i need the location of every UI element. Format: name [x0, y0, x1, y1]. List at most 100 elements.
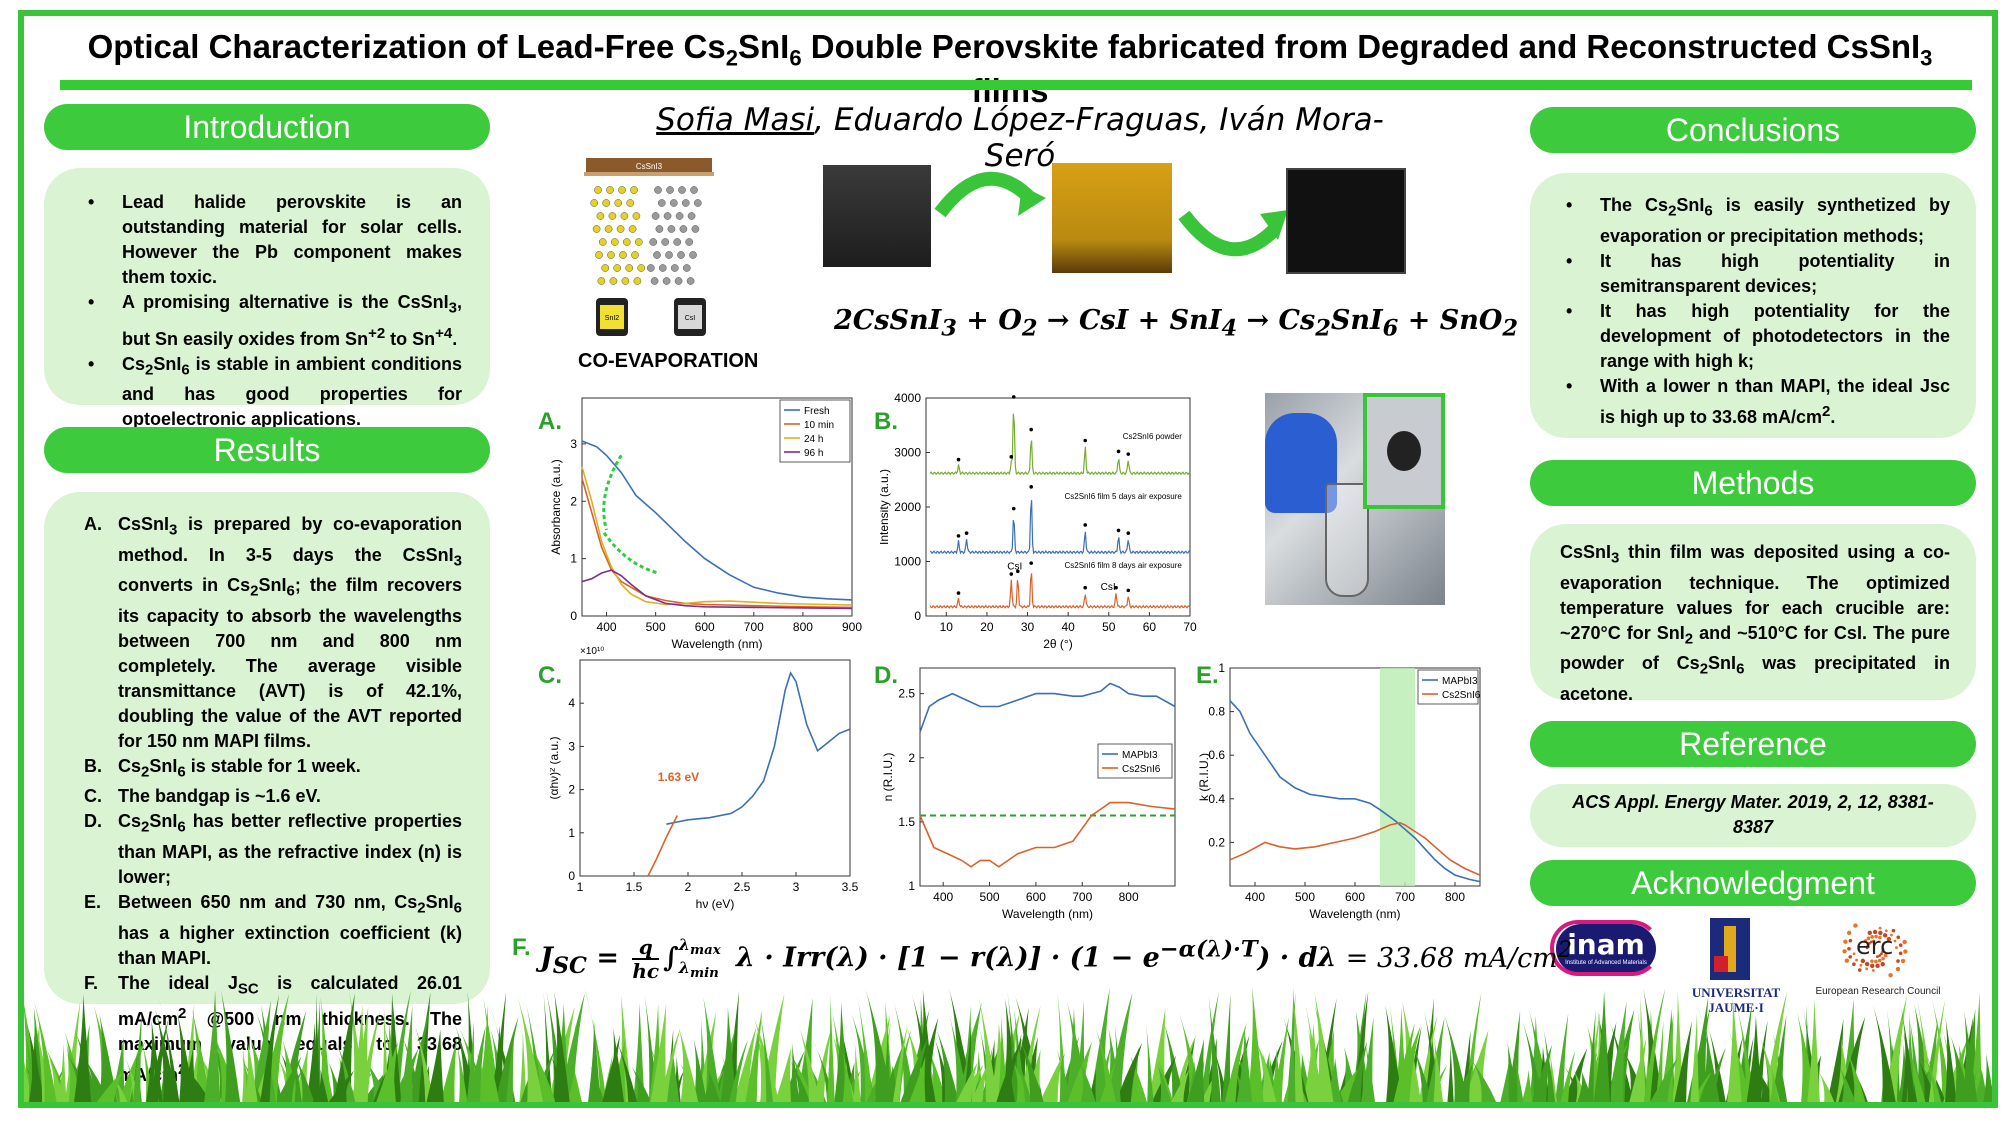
- concl-list-item: • It has high potentiality for the develo…: [1566, 300, 1950, 371]
- panel-label-e: E.: [1196, 662, 1219, 689]
- x-tick-label: 60: [1143, 620, 1157, 634]
- series-line: [647, 815, 678, 877]
- x-tick-label: 3.5: [842, 880, 859, 894]
- series-line: [1229, 700, 1481, 883]
- peak-marker: [964, 531, 969, 535]
- substrate-label: CsSnI3: [636, 162, 663, 171]
- degraded-film-photo: [1052, 163, 1172, 273]
- panel-label-c: C.: [538, 662, 562, 689]
- introduction-heading: Introduction: [44, 104, 490, 150]
- x-tick-label: 70: [1183, 620, 1197, 634]
- results-list-item: F. The ideal JSC is calculated 26.01 mA/c…: [84, 972, 462, 1086]
- x-tick-label: 400: [933, 890, 953, 904]
- introduction-list: • Lead halide perovskite is an outstandin…: [74, 190, 462, 432]
- sni2-crucible-label: SnI2: [605, 315, 620, 322]
- intro-list-item: • A promising alternative is the CsSnI3, …: [88, 292, 462, 349]
- peak-marker: [1114, 585, 1118, 590]
- results-heading: Results: [44, 427, 490, 473]
- peak-marker: [1126, 588, 1131, 593]
- x-tick-label: 500: [980, 890, 1000, 904]
- chart-b-xrd: 10 20 30 40 50 60 70 0 1000 2000 3000 4000 2θ (°) Int…: [880, 391, 1197, 651]
- chart-a-absorbance: 400 500 600 700 800 900 0 1 2 3 Wavelength (nm) Abs…: [550, 397, 862, 651]
- results-list-item: A. CsSnI3 is prepared by co-evaporation m…: [84, 514, 462, 751]
- x-tick-label: 800: [793, 620, 813, 634]
- x-tick-label: 20: [980, 620, 994, 634]
- y-tick-label: 1: [908, 879, 915, 893]
- methods-box: CsSnI3 thin film was deposited using a c…: [1530, 524, 1976, 704]
- pattern-annotation: Cs2SnI6 film 8 days air exposure: [1064, 561, 1182, 570]
- vial-inset: [1363, 393, 1445, 509]
- y-tick-label: 3: [570, 437, 577, 451]
- xrd-pattern: [929, 500, 1191, 555]
- presenting-author: Sofia Masi: [656, 102, 815, 138]
- reference-heading: Reference: [1530, 721, 1976, 767]
- x-axis-label: hν (eV): [696, 897, 735, 911]
- x-tick-label: 2: [685, 880, 692, 894]
- legend-entry: 96 h: [804, 448, 823, 459]
- peak-marker: [1009, 455, 1014, 459]
- concl-list-item: • With a lower n than MAPI, the ideal Jsc…: [1566, 375, 1950, 427]
- erc-logo-dots: [1842, 923, 1908, 978]
- peak-marker: [1126, 452, 1131, 456]
- erc-logo-text: erc: [1856, 932, 1894, 960]
- y-tick-label: 0.2: [1208, 835, 1225, 849]
- y-tick-label: 2: [570, 494, 577, 508]
- legend-entry: 24 h: [804, 434, 823, 445]
- results-list-item: C. The bandgap is ~1.6 eV.: [84, 786, 321, 807]
- x-tick-label: 900: [842, 620, 862, 634]
- y-tick-label: 0.4: [1208, 792, 1225, 806]
- xrd-pattern: [929, 573, 1191, 610]
- coauthors: , Eduardo López-Fraguas, Iván Mora-Seró: [814, 102, 1384, 174]
- inam-logo-ring: [1550, 920, 1660, 976]
- reconstructed-film-photo: [1286, 168, 1406, 274]
- y-axis-label: k (R.I.U.): [1198, 753, 1211, 801]
- erc-logo-subtext: European Research Council: [1815, 986, 1941, 997]
- legend-entry: Fresh: [804, 406, 830, 417]
- panel-label-a: A.: [538, 408, 562, 435]
- series-line: [919, 801, 1176, 868]
- csi-crucible-label: CsI: [685, 315, 696, 322]
- trend-arrow-1: [602, 454, 623, 531]
- reconstruction-arrow: [1178, 210, 1288, 257]
- peak-marker: [956, 534, 961, 538]
- chart-d-refractive-index: 400 500 600 700 800 1 1.5 2 2.5 Wavelength (nm) n …: [881, 667, 1176, 921]
- y-axis-label: n (R.I.U.): [881, 753, 895, 802]
- x-axis-label: Wavelength (nm): [1002, 907, 1093, 921]
- csi-annotation: CsI: [1007, 562, 1022, 573]
- jsc-equation: JSC = q hc ∫ λmax λmin λ · Irr(λ) · [1 − r(λ…: [540, 935, 1573, 984]
- chart-e-extinction: 400 500 600 700 800 0.2 0.4 0.6 0.8 1 Wavelength (…: [1198, 661, 1481, 921]
- peak-marker: [1029, 427, 1033, 432]
- x-tick-label: 10: [940, 620, 954, 634]
- legend-entry: Cs2SnI6: [1122, 764, 1161, 775]
- x-tick-label: 800: [1119, 890, 1139, 904]
- introduction-box: • Lead halide perovskite is an outstandin…: [44, 168, 490, 429]
- x-tick-label: 700: [1395, 890, 1415, 904]
- panel-label-f: F.: [512, 934, 531, 961]
- x-tick-label: 500: [646, 620, 666, 634]
- x-tick-label: 600: [1345, 890, 1365, 904]
- y-tick-label: 0: [570, 609, 577, 623]
- conclusions-heading: Conclusions: [1530, 107, 1976, 153]
- results-list-item: B. Cs2SnI6 is stable for 1 week.: [84, 755, 361, 781]
- substrate-holder: [586, 158, 712, 172]
- reference-box: ACS Appl. Energy Mater. 2019, 2, 12, 838…: [1530, 784, 1976, 847]
- csi-annotation: CsI: [1101, 582, 1116, 593]
- results-list: A. CsSnI3 is prepared by co-evaporation m…: [70, 512, 462, 1088]
- y-scale-label: ×10¹⁰: [580, 646, 604, 657]
- x-tick-label: 400: [1245, 890, 1265, 904]
- pattern-annotation: Cs2SnI6 film 5 days air exposure: [1064, 492, 1182, 501]
- xrd-pattern: [929, 413, 1191, 476]
- x-tick-label: 500: [1295, 890, 1315, 904]
- conclusions-box: • The Cs2SnI6 is easily synthetized by ev…: [1530, 173, 1976, 438]
- legend-box: [1417, 669, 1479, 705]
- x-tick-label: 3: [793, 880, 800, 894]
- y-tick-label: 1: [1218, 661, 1225, 675]
- reference-text: ACS Appl. Energy Mater. 2019, 2, 12, 838…: [1572, 792, 1934, 837]
- trend-arrow-2: [602, 531, 659, 575]
- coevaporation-label: CO-EVAPORATION: [578, 350, 759, 372]
- methods-heading: Methods: [1530, 460, 1976, 506]
- reaction-equation: 2CsSnI3 + O2 → CsI + SnI4 → Cs2SnI6 + Sn…: [834, 305, 1519, 342]
- poster-frame: [18, 10, 1998, 1108]
- coevaporation-schematic: CsSnI3 SnI2 CsI: [584, 158, 714, 336]
- peak-marker: [956, 591, 961, 595]
